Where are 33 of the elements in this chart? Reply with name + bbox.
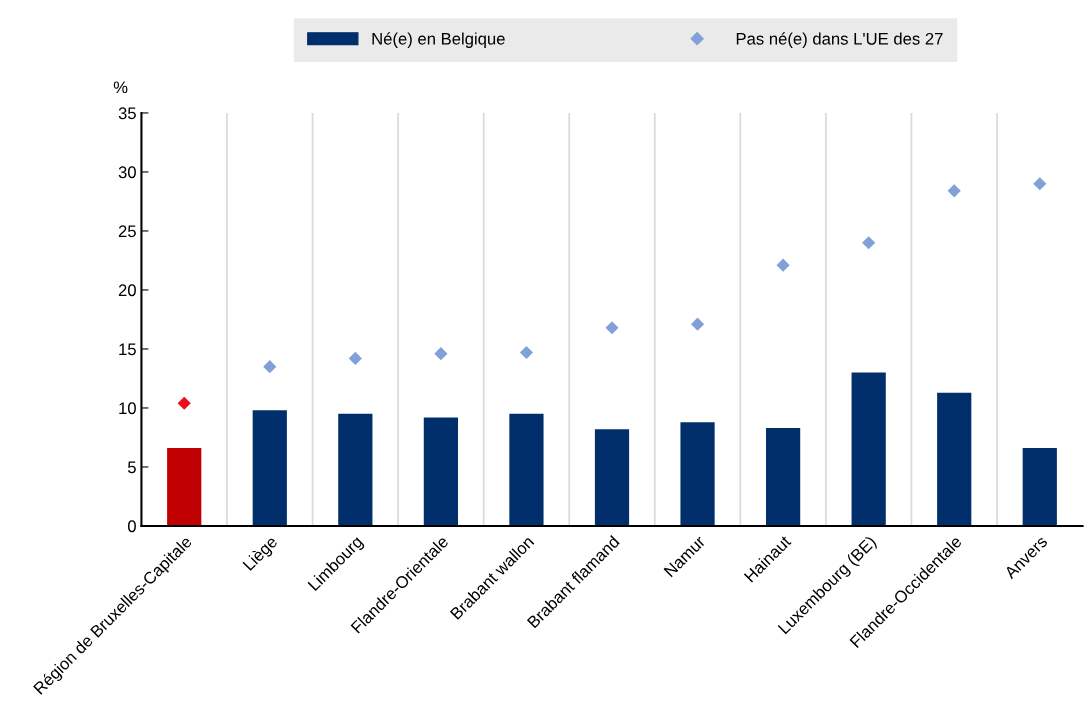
bar bbox=[680, 422, 715, 526]
y-tick-label: 25 bbox=[118, 225, 136, 238]
bar bbox=[851, 372, 886, 526]
bar bbox=[594, 429, 630, 526]
bar bbox=[766, 428, 801, 526]
point bbox=[263, 360, 277, 374]
point bbox=[947, 184, 961, 198]
y-tick-label: 35 bbox=[118, 107, 136, 120]
point bbox=[177, 396, 191, 410]
bar bbox=[338, 413, 373, 526]
bar bbox=[167, 448, 202, 526]
y-tick-label: 10 bbox=[119, 402, 136, 415]
point bbox=[1033, 177, 1047, 191]
point bbox=[434, 347, 448, 361]
point bbox=[605, 321, 619, 335]
point bbox=[690, 317, 705, 331]
y-axis-title: % bbox=[113, 81, 128, 94]
bar bbox=[423, 417, 458, 526]
point bbox=[862, 236, 876, 250]
point bbox=[776, 258, 790, 272]
y-tick-label: 20 bbox=[118, 284, 136, 297]
legend-label: Né(e) en Belgique bbox=[372, 32, 505, 48]
y-tick-label: 5 bbox=[127, 461, 136, 474]
bar bbox=[937, 392, 972, 526]
y-tick-label: 0 bbox=[127, 520, 136, 533]
bar bbox=[1022, 448, 1057, 526]
bar bbox=[509, 413, 544, 526]
y-tick-label: 15 bbox=[119, 343, 136, 356]
bar bbox=[252, 410, 287, 526]
legend-label: Pas né(e) dans L'UE des 27 bbox=[736, 32, 943, 48]
y-tick-label: 30 bbox=[118, 166, 136, 179]
point bbox=[348, 351, 362, 365]
point bbox=[519, 345, 534, 360]
